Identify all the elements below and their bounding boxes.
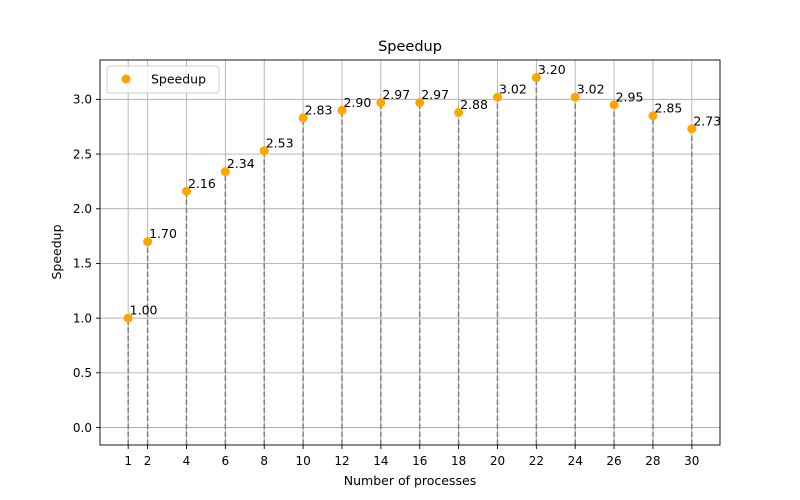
stem-lines: [127, 77, 693, 445]
data-label: 2.83: [305, 102, 333, 117]
y-tick-label: 2.5: [73, 147, 92, 161]
data-point: [376, 98, 386, 108]
legend-marker: [121, 74, 131, 84]
x-tick-label: 24: [568, 454, 583, 468]
data-label: 2.34: [227, 156, 255, 171]
data-label: 2.16: [188, 176, 216, 191]
data-point: [648, 111, 658, 121]
data-point: [143, 237, 153, 247]
y-axis-ticks: 0.0 0.5 1.0 1.5 2.0 2.5 3.0: [73, 93, 100, 435]
data-point: [687, 124, 697, 134]
data-label: 2.90: [343, 95, 371, 110]
data-label: 2.97: [382, 87, 410, 102]
x-tick-label: 2: [144, 454, 152, 468]
x-axis-label: Number of processes: [344, 473, 476, 488]
x-tick-label: 22: [529, 454, 544, 468]
x-tick-label: 10: [295, 454, 310, 468]
data-point: [609, 100, 619, 110]
data-point: [570, 92, 580, 102]
x-tick-label: 28: [645, 454, 660, 468]
legend-entry: Speedup: [151, 72, 206, 87]
data-point: [337, 105, 347, 115]
x-tick-label: 1: [124, 454, 132, 468]
data-point: [492, 92, 502, 102]
x-tick-label: 12: [334, 454, 349, 468]
data-label: 3.02: [499, 82, 527, 97]
data-label: 2.73: [693, 113, 721, 128]
data-point: [123, 313, 133, 323]
data-label: 2.97: [421, 87, 449, 102]
data-point: [181, 186, 191, 196]
data-point: [454, 108, 464, 117]
x-tick-label: 6: [222, 454, 230, 468]
x-tick-label: 18: [451, 454, 466, 468]
x-tick-label: 20: [490, 454, 505, 468]
chart-title: Speedup: [378, 39, 442, 55]
data-label: 2.53: [266, 135, 294, 150]
data-label: 2.95: [616, 89, 644, 104]
x-tick-label: 16: [412, 454, 427, 468]
y-tick-label: 3.0: [73, 93, 92, 107]
data-point: [298, 113, 308, 123]
data-label: 3.20: [538, 62, 566, 77]
data-point: [220, 167, 230, 177]
x-tick-label: 4: [183, 454, 191, 468]
y-tick-label: 0.5: [73, 366, 92, 380]
data-points: [123, 73, 697, 323]
y-tick-label: 0.0: [73, 421, 92, 435]
x-tick-label: 26: [606, 454, 621, 468]
data-label: 1.70: [149, 226, 177, 241]
y-axis-label: Speedup: [49, 224, 64, 279]
x-tick-label: 14: [373, 454, 388, 468]
x-tick-label: 30: [684, 454, 699, 468]
data-point: [259, 146, 269, 156]
grid: [100, 60, 720, 445]
data-label: 2.85: [654, 100, 682, 115]
y-tick-label: 1.0: [73, 311, 92, 325]
data-point: [415, 98, 425, 108]
x-tick-label: 8: [260, 454, 268, 468]
y-tick-label: 2.0: [73, 202, 92, 216]
y-tick-label: 1.5: [73, 257, 92, 271]
legend: Speedup: [106, 65, 220, 94]
data-label: 2.88: [460, 97, 488, 112]
data-label: 3.02: [577, 82, 605, 97]
plot-frame: [99, 59, 721, 446]
data-label: 1.00: [130, 303, 158, 318]
x-axis-ticks: 1 2 4 6 8 10 12 14 16 18 20 22 24 26 28 30: [124, 445, 699, 468]
legend-box: [106, 65, 220, 94]
data-point: [531, 73, 541, 82]
data-labels: 1.00 1.70 2.16 2.34 2.53 2.83 2.90 2.97 2.97 2.88…: [130, 62, 721, 318]
